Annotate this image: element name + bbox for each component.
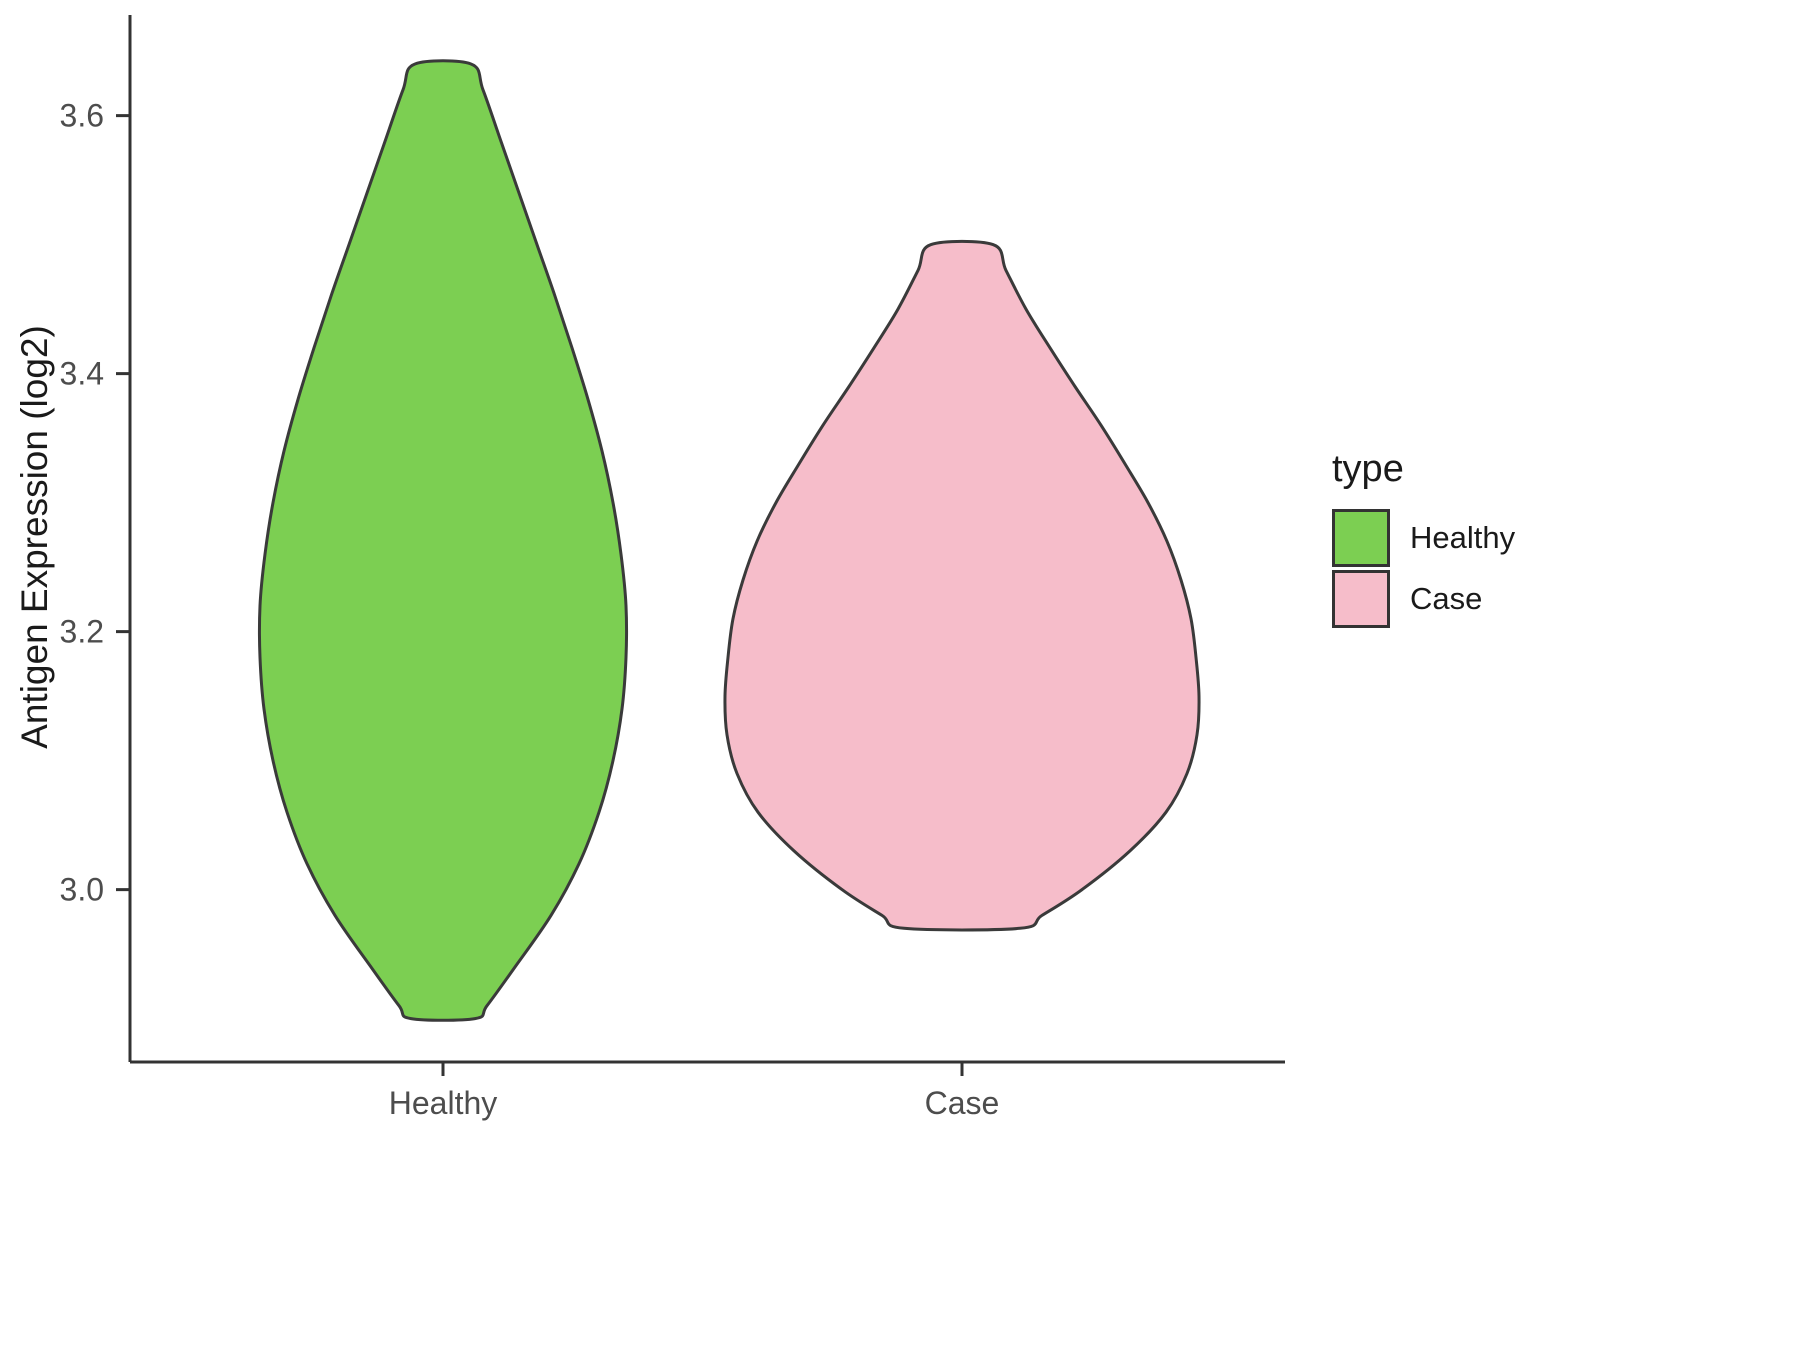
legend-swatch-case-icon [1332, 569, 1390, 628]
x-category-label: Case [925, 1085, 1000, 1121]
legend-swatch-healthy-icon [1332, 508, 1390, 567]
y-tick-label: 3.0 [60, 872, 104, 908]
legend-label-case: Case [1410, 580, 1483, 616]
y-axis-title: Antigen Expression (log2) [14, 325, 55, 749]
x-category-label: Healthy [389, 1085, 498, 1121]
legend-label-healthy: Healthy [1410, 519, 1516, 555]
legend: type Healthy Case [1332, 448, 1515, 629]
legend-item-healthy: Healthy [1332, 507, 1515, 568]
y-tick-label: 3.6 [60, 98, 104, 134]
legend-item-case: Case [1332, 568, 1515, 629]
legend-title: type [1332, 448, 1404, 490]
y-tick-label: 3.2 [60, 614, 104, 650]
violin-healthy [257, 59, 629, 1022]
y-tick-label: 3.4 [60, 356, 104, 392]
violin-case [723, 239, 1201, 932]
